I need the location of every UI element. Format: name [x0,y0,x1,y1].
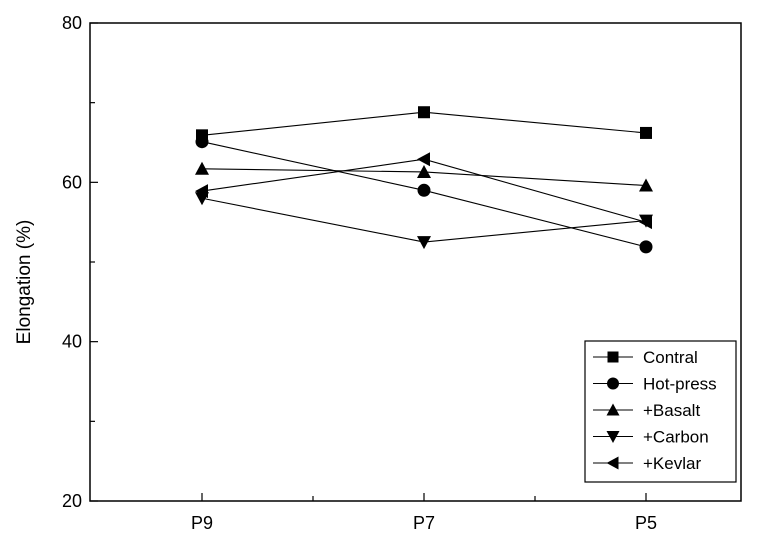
legend-marker [606,456,619,470]
legend-item-carbon: +Carbon [593,428,709,447]
data-point-hot-press [195,135,209,149]
data-point-kevlar [195,184,208,199]
data-point-basalt [417,164,431,178]
series-hot-press [195,135,653,254]
legend-label: +Carbon [643,428,709,447]
series-contral [196,106,652,142]
series-line-carbon [201,197,647,243]
data-point-hot-press [639,240,653,254]
series-carbon [195,192,653,250]
legend-item-contral: Contral [593,348,698,367]
data-point-basalt [639,178,653,192]
data-point-contral [640,126,652,139]
data-point-carbon [417,236,431,250]
data-point-kevlar [639,215,652,230]
data-point-kevlar [417,152,430,167]
y-axis-label: Elongation (%) [14,220,35,345]
legend-marker [607,351,619,363]
legend-marker [607,377,619,390]
legend-item-basalt: +Basalt [593,401,700,420]
legend-label: +Kevlar [643,454,701,473]
x-tick-label: P7 [413,513,435,533]
y-tick-label: 80 [62,13,82,33]
legend-label: +Basalt [643,401,700,420]
legend-marker [606,431,620,443]
legend-marker [606,403,620,416]
axes: 20 40 60 80 P9 P7 P5 Elongation (%) [14,13,742,533]
series-layer [195,106,653,254]
legend-label: Contral [643,348,698,367]
data-point-contral [418,106,430,119]
legend: Contral Hot-press +Basalt +Carbon +Kevlar [584,340,737,483]
y-tick-label: 40 [62,332,82,352]
legend-label: Hot-press [643,375,717,394]
series-kevlar [195,152,652,230]
y-tick-label: 20 [62,491,82,511]
x-tick-label: P9 [191,513,213,533]
legend-item-kevlar: +Kevlar [593,454,701,473]
legend-item-hot-press: Hot-press [593,375,717,394]
x-tick-label: P5 [635,513,657,533]
data-point-hot-press [417,183,431,197]
y-tick-label: 60 [62,172,82,192]
series-basalt [195,161,653,192]
data-point-basalt [195,161,209,175]
